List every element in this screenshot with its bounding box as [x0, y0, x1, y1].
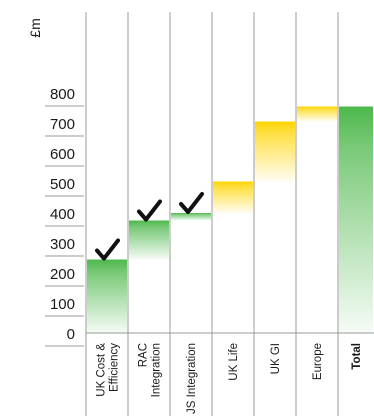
- checkmark-layer: [95, 192, 204, 261]
- x-category-label: Total: [351, 343, 363, 370]
- y-tick-label: 300: [50, 236, 75, 253]
- checkmark-icon: [95, 238, 120, 261]
- y-tick-label: 700: [50, 116, 75, 133]
- x-category-label: UK GI: [270, 343, 282, 374]
- checkmark-icon: [137, 199, 162, 222]
- x-category-label: UK Life: [228, 343, 240, 381]
- checkmark-icon: [179, 192, 204, 214]
- x-category-label-line: UK Life: [228, 343, 240, 381]
- y-axis-label: £m: [27, 18, 43, 37]
- y-tick-label: 500: [50, 176, 75, 193]
- x-category-label-line: Total: [351, 343, 363, 370]
- waterfall-bar: [129, 220, 169, 260]
- x-axis-labels: UK Cost & Efficiency RAC Integration JS Inte…: [96, 343, 364, 414]
- x-category-label: RAC Integration: [138, 343, 163, 397]
- waterfall-bar: [213, 181, 253, 213]
- x-category-label-line: UK GI: [270, 343, 282, 374]
- bar-layer: [87, 106, 373, 333]
- y-tick-label: 0: [67, 326, 75, 343]
- y-tick-label: 600: [50, 146, 75, 163]
- waterfall-bar: [171, 213, 211, 221]
- x-category-label-line: JS Integration: [186, 343, 198, 414]
- waterfall-bar: [339, 106, 373, 333]
- x-category-label-line: Europe: [312, 343, 324, 380]
- x-category-label-line: Efficiency: [109, 343, 121, 392]
- grid-layer: [85, 12, 374, 416]
- waterfall-bar: [297, 106, 337, 122]
- x-category-label-line: Integration: [151, 343, 163, 397]
- y-axis: £m 0 100 200 300 400 500 600 700 800: [27, 18, 84, 347]
- x-category-label: JS Integration: [186, 343, 198, 414]
- waterfall-bar: [255, 121, 295, 182]
- x-category-label-line: RAC: [138, 343, 150, 367]
- waterfall-bar: [87, 259, 127, 333]
- x-category-label-line: UK Cost &: [96, 343, 108, 397]
- y-tick-label: 100: [50, 296, 75, 313]
- y-tick-label: 800: [50, 86, 75, 103]
- y-tick-label: 200: [50, 266, 75, 283]
- x-category-label: UK Cost & Efficiency: [96, 343, 121, 397]
- x-category-label: Europe: [312, 343, 324, 380]
- y-tick-label: 400: [50, 206, 75, 223]
